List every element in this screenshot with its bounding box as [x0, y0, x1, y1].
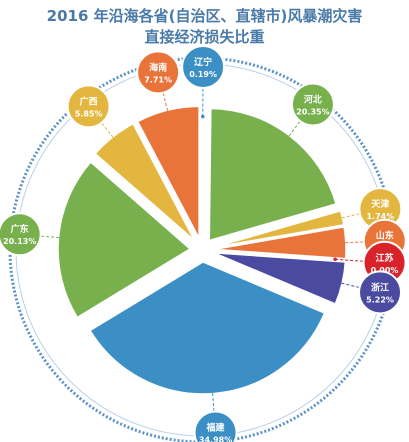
leader-dot-guangxi — [117, 143, 122, 148]
slice-value-fujian: 34.98% — [199, 435, 232, 442]
leader-dot-guangdong — [67, 236, 71, 241]
slice-value-jiangsu: 0.00% — [371, 266, 399, 275]
slice-name-hebei: 河北 — [304, 93, 322, 105]
slice-value-hainan: 7.71% — [144, 75, 172, 84]
slice-value-tianjin: 1.74% — [366, 212, 394, 221]
pie-slices — [57, 105, 347, 395]
leader-dot-fujian — [210, 381, 214, 385]
leader-dot-zhejiang — [330, 279, 334, 283]
label-bubble-hainan — [136, 50, 181, 95]
label-bubble-liaoning — [181, 45, 226, 90]
label-bubble-guangxi — [66, 84, 111, 129]
pie-slice-liaoning — [201, 105, 205, 239]
slice-name-guangdong: 广东 — [11, 223, 29, 235]
chart-title-line2: 直接经济损失比重 — [144, 28, 265, 46]
slice-value-liaoning: 0.19% — [189, 70, 217, 79]
slice-name-hainan: 海南 — [149, 61, 167, 73]
slice-name-liaoning: 辽宁 — [194, 56, 212, 68]
slice-name-tianjin: 天津 — [371, 198, 389, 210]
slice-value-zhejiang: 5.22% — [366, 295, 394, 304]
chart-title-line1: 2016 年沿海各省(自治区、直辖市)风暴潮灾害 — [46, 7, 363, 25]
slice-name-jiangsu: 江苏 — [376, 252, 394, 264]
leader-dot-liaoning — [200, 114, 205, 119]
slice-name-guangxi: 广西 — [80, 95, 98, 107]
leader-dot-hebei — [281, 142, 285, 146]
leader-dot-hainan — [168, 118, 172, 123]
leader-dot-jiangsu — [333, 257, 337, 262]
leader-dot-tianjin — [330, 218, 334, 222]
label-bubble-guangdong — [0, 212, 42, 257]
slice-value-guangdong: 20.13% — [3, 237, 36, 246]
label-bubble-zhejiang — [358, 270, 403, 315]
slice-value-hebei: 20.35% — [296, 107, 329, 116]
slice-name-zhejiang: 浙江 — [371, 281, 389, 293]
slice-value-guangxi: 5.85% — [75, 109, 103, 118]
slice-name-shandong: 山东 — [376, 230, 394, 242]
label-bubble-hebei — [290, 82, 335, 127]
slice-name-fujian: 福建 — [206, 421, 226, 433]
slice-labels: 辽宁0.19%河北20.35%天津1.74%山东3.83%江苏0.00%浙江5.… — [0, 45, 407, 442]
leader-dot-shandong — [333, 241, 338, 246]
label-bubble-fujian — [193, 410, 238, 442]
